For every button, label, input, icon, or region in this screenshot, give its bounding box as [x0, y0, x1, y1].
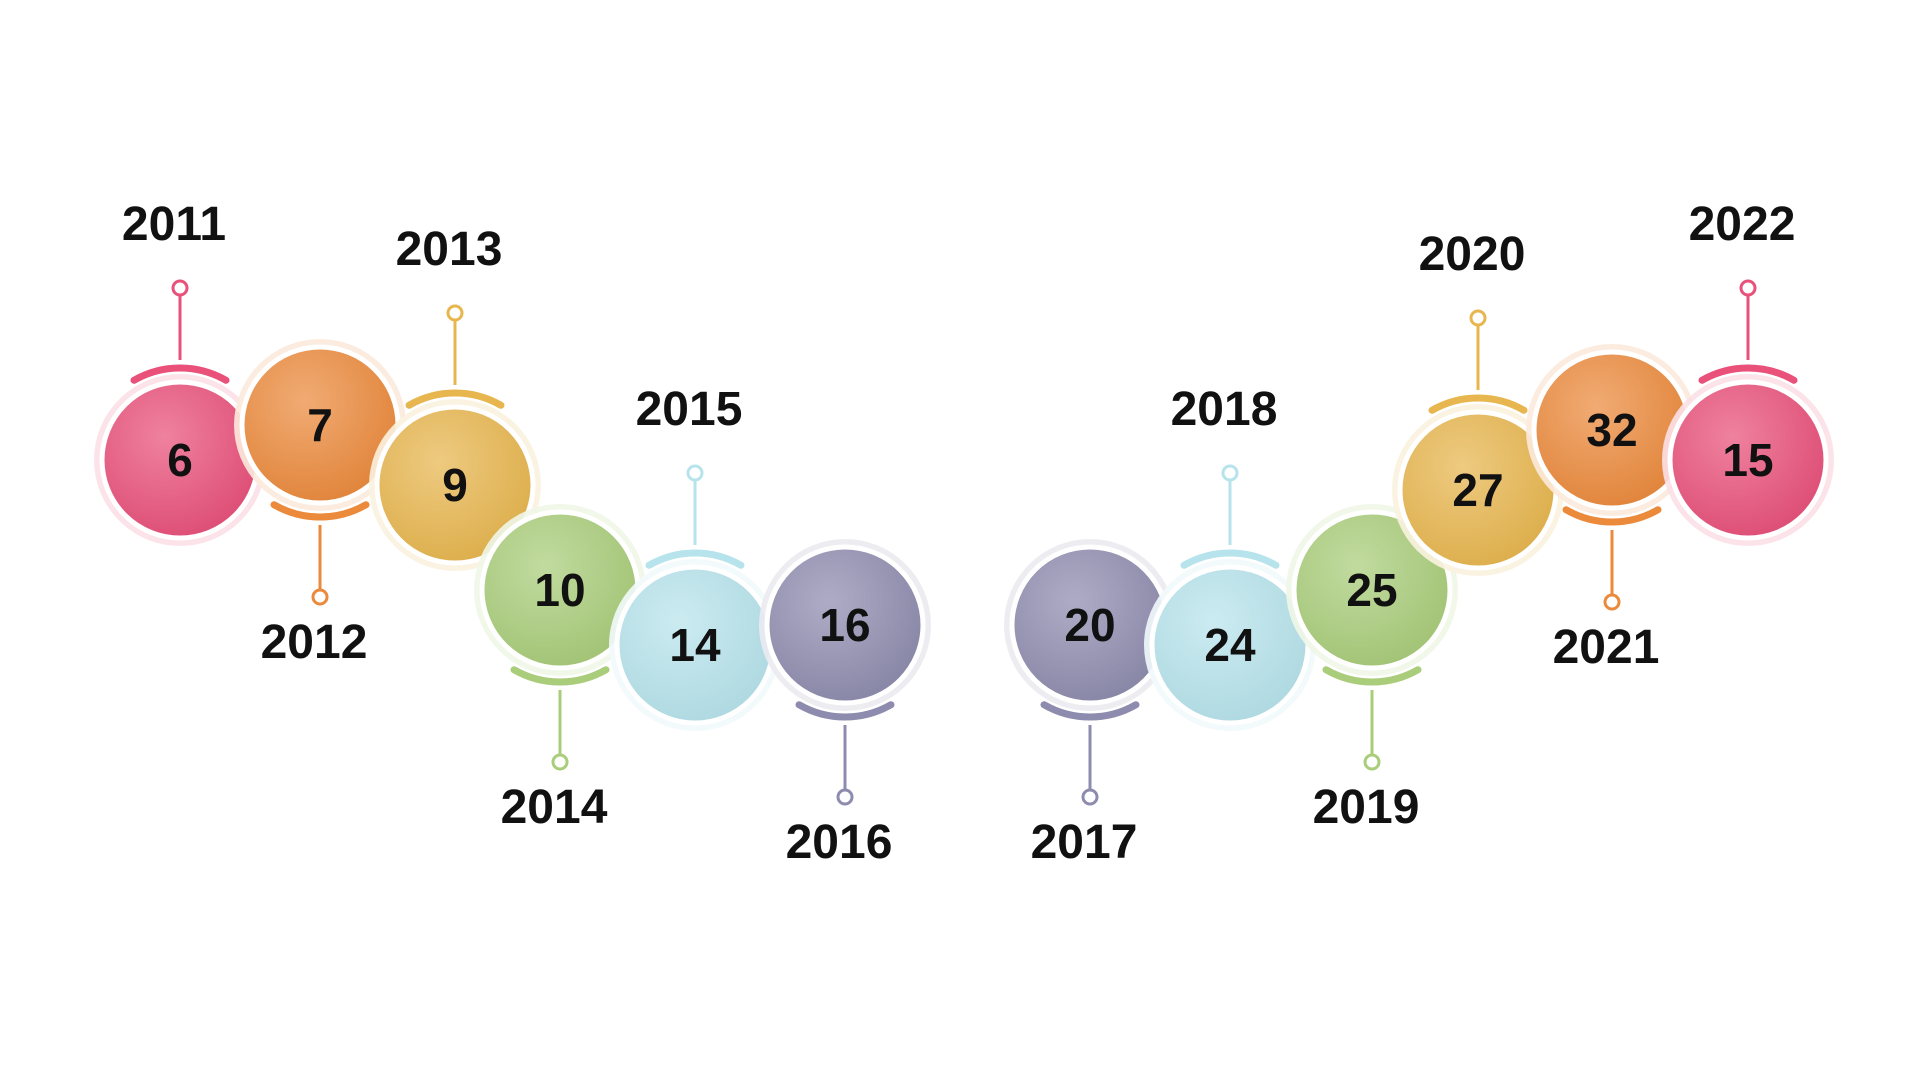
value-label: 27	[1452, 464, 1503, 516]
connector-2020	[1428, 309, 1528, 414]
connector-2015	[645, 464, 745, 569]
year-label: 2020	[1419, 228, 1526, 281]
connector-2017	[1040, 701, 1140, 806]
bubble-2018	[1144, 559, 1316, 731]
bubble-2012	[234, 339, 406, 511]
bubble-2014	[474, 504, 646, 676]
value-label: 15	[1722, 434, 1773, 486]
value-label: 25	[1346, 564, 1397, 616]
year-label: 2017	[1031, 816, 1138, 869]
year-label: 2012	[261, 616, 368, 669]
year-label: 2011	[122, 198, 226, 251]
value-label: 10	[534, 564, 585, 616]
connector-2011	[130, 279, 230, 384]
value-label: 7	[307, 399, 333, 451]
value-label: 32	[1586, 404, 1637, 456]
bubble-2011	[94, 374, 266, 546]
year-label: 2022	[1689, 198, 1796, 251]
year-label: 2019	[1313, 781, 1420, 834]
bubble-2022	[1662, 374, 1834, 546]
year-label: 2013	[396, 223, 503, 276]
connector-2018	[1180, 464, 1280, 569]
bubble-2016	[759, 539, 931, 711]
year-label: 2021	[1553, 621, 1660, 674]
bubble-layer	[94, 339, 1834, 731]
year-label: 2014	[501, 781, 608, 834]
value-label: 6	[167, 434, 193, 486]
year-label: 2018	[1171, 383, 1278, 436]
value-label: 24	[1204, 619, 1256, 671]
value-label: 16	[819, 599, 870, 651]
connector-layer	[130, 279, 1798, 806]
connector-2016	[795, 701, 895, 806]
connector-2013	[405, 304, 505, 409]
connector-2012	[270, 501, 370, 606]
bubble-2015	[609, 559, 781, 731]
value-label: 14	[669, 619, 721, 671]
connector-2021	[1562, 506, 1662, 611]
bubble-2013	[369, 399, 541, 571]
bubble-2020	[1392, 404, 1564, 576]
year-label: 2015	[636, 383, 743, 436]
value-label: 9	[442, 459, 468, 511]
year-label: 2016	[786, 816, 893, 869]
value-label: 20	[1064, 599, 1115, 651]
bubble-2021	[1526, 344, 1698, 516]
connector-2022	[1698, 279, 1798, 384]
label-layer: 6 2011 7 2012 9 2013 10 2014 14 2015 16 2016 20 2017 2…	[122, 198, 1795, 869]
connector-2019	[1322, 666, 1422, 771]
connector-2014	[510, 666, 610, 771]
